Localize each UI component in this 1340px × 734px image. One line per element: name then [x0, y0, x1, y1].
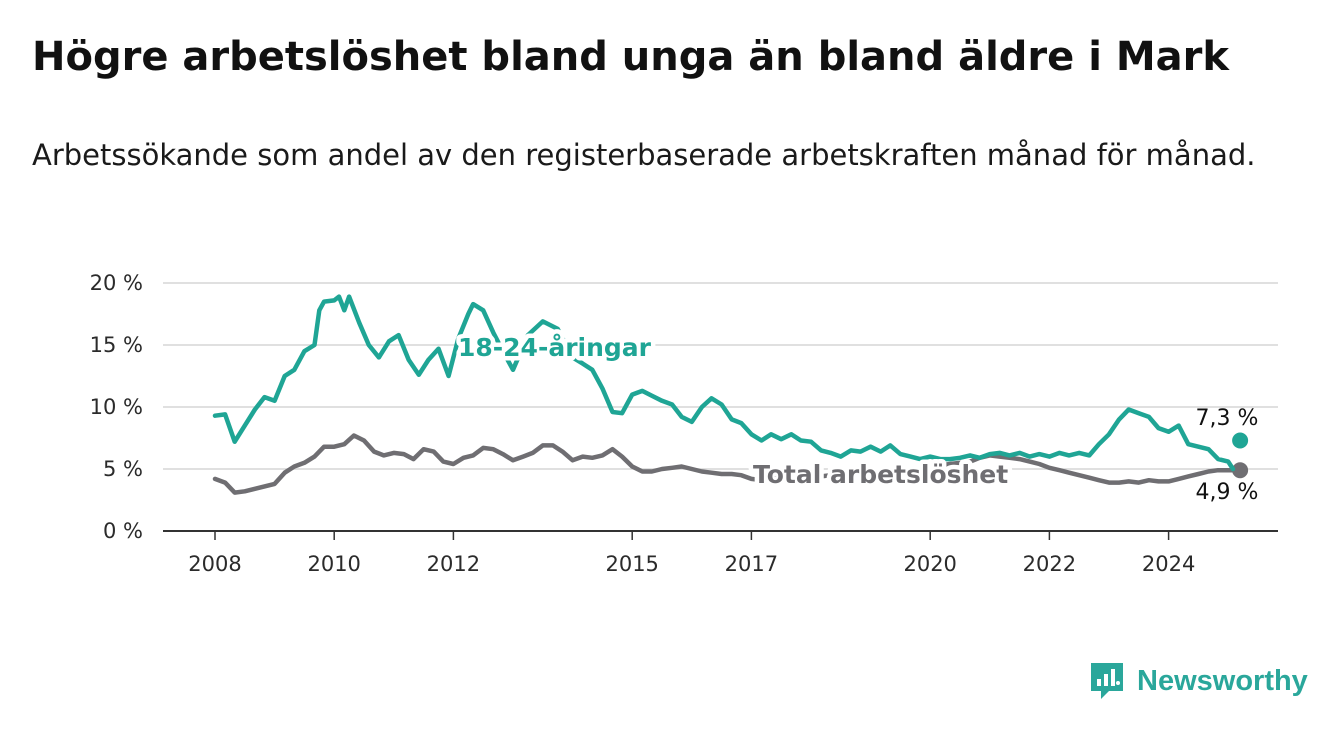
series-end-point-1: [1232, 462, 1249, 479]
series-label-halo: Total arbetslöshet: [753, 460, 1008, 489]
x-tick-label: 2020: [903, 552, 956, 576]
newsworthy-logo-icon: [1091, 663, 1123, 699]
series-label-0: 18-24-åringar: [458, 333, 652, 362]
series-line-0: [212, 294, 1236, 472]
newsworthy-brand: Newsworthy: [1089, 660, 1308, 702]
x-tick-label: 2012: [427, 552, 480, 576]
x-tick-label: 2008: [188, 552, 241, 576]
x-tick-label: 2010: [307, 552, 360, 576]
series-label-halo: 18-24-åringar: [458, 333, 652, 362]
y-tick-label: 5 %: [103, 457, 143, 481]
y-tick-label: 20 %: [90, 271, 143, 295]
series-lines: [212, 294, 1249, 495]
x-tick-label: 2022: [1023, 552, 1076, 576]
y-axis-tick-labels: 0 % 5 % 10 % 15 % 20 %: [90, 271, 143, 543]
x-tick-label: 2015: [605, 552, 658, 576]
end-value-label-0: 7,3 %: [1196, 406, 1259, 431]
end-value-label-1: 4,9 %: [1196, 480, 1259, 505]
series-label-1: Total arbetslöshet: [753, 460, 1008, 489]
gridlines: [163, 282, 1278, 470]
chart-title: Högre arbetslöshet bland unga än bland ä…: [32, 34, 1229, 80]
y-tick-label: 0 %: [103, 519, 143, 543]
y-tick-label: 10 %: [90, 395, 143, 419]
x-axis-ticks: 2008 2010 2012 2015 2017 2020 2022 2024: [188, 531, 1195, 576]
series-end-point-0: [1232, 432, 1249, 449]
brand-name: Newsworthy: [1137, 664, 1308, 697]
chart-subtitle: Arbetssökande som andel av den registerb…: [32, 138, 1256, 172]
series-line-1: [212, 433, 1236, 495]
x-tick-label: 2024: [1142, 552, 1195, 576]
x-tick-label: 2017: [725, 552, 778, 576]
y-tick-label: 15 %: [90, 333, 143, 357]
